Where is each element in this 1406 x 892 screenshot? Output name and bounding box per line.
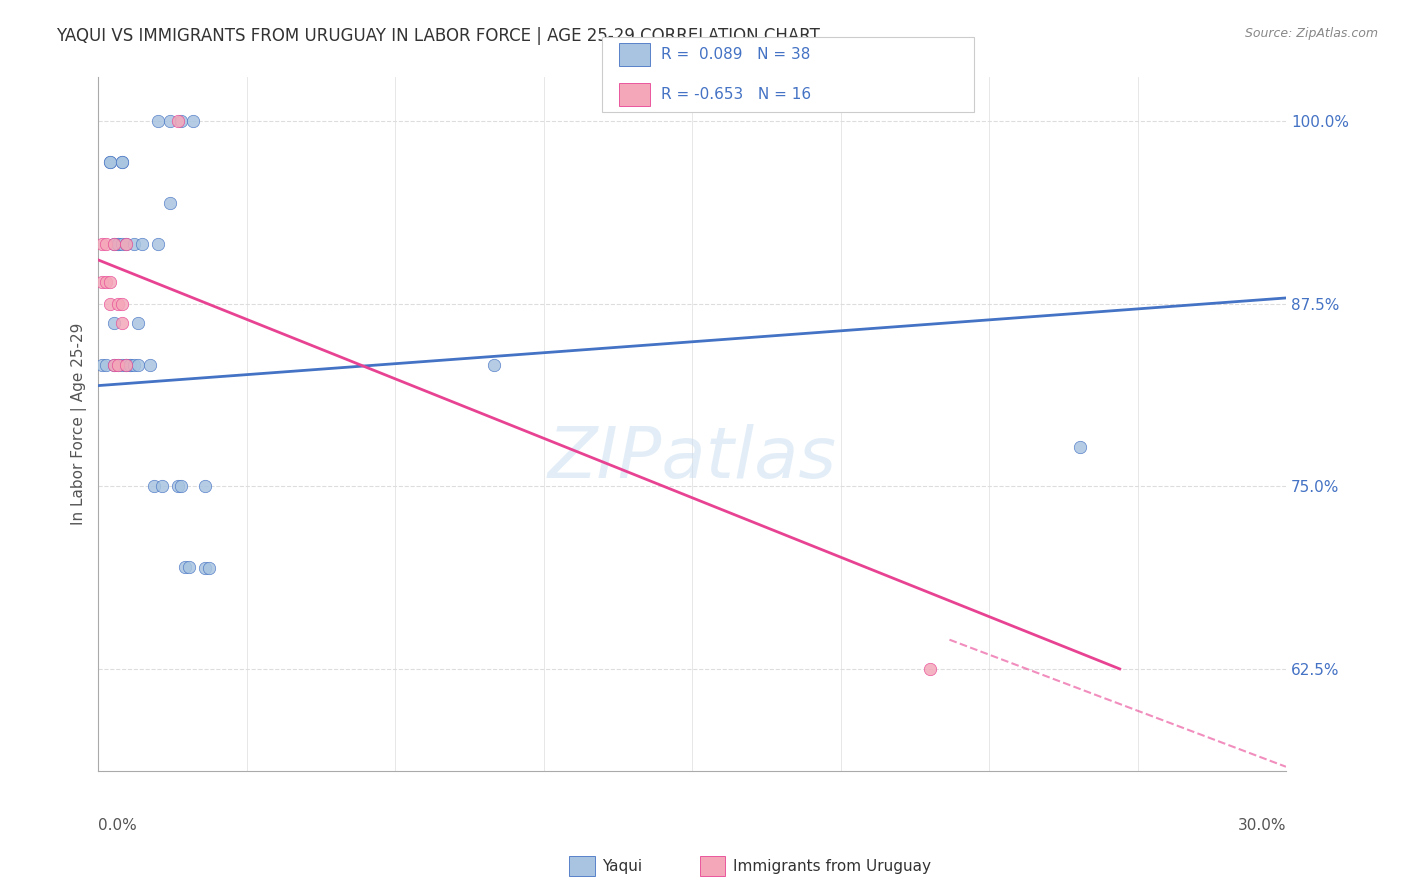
Point — [918, 662, 941, 676]
Point — [115, 358, 138, 372]
Point — [115, 236, 138, 251]
Point — [107, 358, 129, 372]
Text: ZIPatlas: ZIPatlas — [548, 425, 837, 493]
Point — [98, 155, 121, 169]
Y-axis label: In Labor Force | Age 25-29: In Labor Force | Age 25-29 — [72, 323, 87, 525]
Point — [194, 561, 217, 575]
Point — [127, 316, 149, 330]
Point — [118, 358, 141, 372]
Text: R =  0.089   N = 38: R = 0.089 N = 38 — [661, 47, 810, 62]
Point — [139, 358, 162, 372]
Point — [96, 275, 118, 289]
Point — [111, 236, 134, 251]
Point — [111, 155, 134, 169]
Point — [98, 297, 121, 311]
Text: R = -0.653   N = 16: R = -0.653 N = 16 — [661, 87, 811, 102]
Point — [115, 358, 138, 372]
Point — [98, 275, 121, 289]
Point — [103, 358, 125, 372]
Point — [115, 236, 138, 251]
Point — [96, 358, 118, 372]
Point — [91, 275, 114, 289]
Point — [96, 236, 118, 251]
Point — [131, 236, 153, 251]
Point — [146, 236, 169, 251]
Point — [103, 236, 125, 251]
Point — [118, 358, 141, 372]
Point — [174, 559, 197, 574]
Point — [159, 114, 181, 128]
Point — [103, 358, 125, 372]
Point — [107, 236, 129, 251]
Text: 30.0%: 30.0% — [1237, 818, 1286, 833]
Point — [91, 358, 114, 372]
Point — [103, 316, 125, 330]
Point — [183, 114, 205, 128]
Point — [166, 114, 188, 128]
Point — [142, 479, 165, 493]
Point — [194, 479, 217, 493]
Point — [198, 561, 221, 575]
Point — [107, 358, 129, 372]
Text: Yaqui: Yaqui — [602, 859, 643, 873]
Point — [146, 114, 169, 128]
Point — [111, 297, 134, 311]
Point — [111, 155, 134, 169]
Text: Source: ZipAtlas.com: Source: ZipAtlas.com — [1244, 27, 1378, 40]
Point — [122, 358, 145, 372]
Point — [166, 479, 188, 493]
Point — [1069, 440, 1091, 454]
Point — [103, 236, 125, 251]
Point — [98, 155, 121, 169]
Point — [170, 479, 193, 493]
Point — [122, 236, 145, 251]
Point — [111, 358, 134, 372]
Point — [179, 559, 201, 574]
Point — [91, 236, 114, 251]
Point — [111, 316, 134, 330]
Text: YAQUI VS IMMIGRANTS FROM URUGUAY IN LABOR FORCE | AGE 25-29 CORRELATION CHART: YAQUI VS IMMIGRANTS FROM URUGUAY IN LABO… — [56, 27, 820, 45]
Point — [107, 236, 129, 251]
Point — [170, 114, 193, 128]
Point — [107, 297, 129, 311]
Text: 0.0%: 0.0% — [98, 818, 138, 833]
Point — [484, 358, 506, 372]
Text: Immigrants from Uruguay: Immigrants from Uruguay — [733, 859, 931, 873]
Point — [127, 358, 149, 372]
Point — [150, 479, 173, 493]
Point — [159, 196, 181, 211]
Point — [115, 358, 138, 372]
